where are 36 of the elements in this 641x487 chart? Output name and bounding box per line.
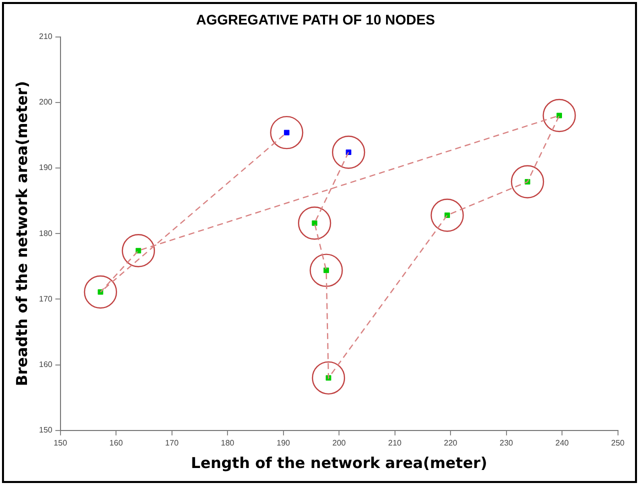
y-tick-label: 160 xyxy=(38,360,53,370)
point xyxy=(312,361,346,395)
x-tick-label: 230 xyxy=(500,438,514,448)
x-tick-label: 250 xyxy=(611,438,626,448)
x-tick-label: 180 xyxy=(220,438,235,448)
y-tick-label: 150 xyxy=(38,426,53,435)
point xyxy=(310,254,343,287)
y-tick-label: 190 xyxy=(38,163,53,172)
x-tick-label: 160 xyxy=(109,438,124,448)
chart-title: AGGREGATIVE PATH OF 10 NODES xyxy=(196,11,435,28)
point xyxy=(332,136,366,169)
point xyxy=(270,116,304,150)
point xyxy=(84,275,118,309)
x-tick-label: 200 xyxy=(332,438,346,448)
point xyxy=(430,198,464,232)
x-tick-label: 170 xyxy=(165,438,180,448)
x-tick-label: 210 xyxy=(388,438,402,448)
y-tick-label: 180 xyxy=(38,228,53,238)
y-tick-label: 200 xyxy=(38,98,53,107)
y-tick-label: 170 xyxy=(38,294,53,304)
x-axis-title: Length of the network area(meter) xyxy=(190,454,488,472)
x-tick-label: 240 xyxy=(555,438,570,448)
point xyxy=(324,268,329,274)
y-tick-label: 210 xyxy=(38,32,53,42)
point xyxy=(312,220,318,226)
point xyxy=(284,130,290,136)
point xyxy=(542,98,576,132)
x-tick-label: 220 xyxy=(444,438,458,448)
x-tick-label: 190 xyxy=(276,438,291,448)
x-tick-label: 150 xyxy=(54,438,68,448)
point xyxy=(556,112,562,118)
point xyxy=(122,234,155,268)
y-axis-title: Breadth of the network area(meter) xyxy=(12,81,31,386)
point xyxy=(298,206,332,240)
point xyxy=(510,165,544,198)
point xyxy=(136,248,142,254)
